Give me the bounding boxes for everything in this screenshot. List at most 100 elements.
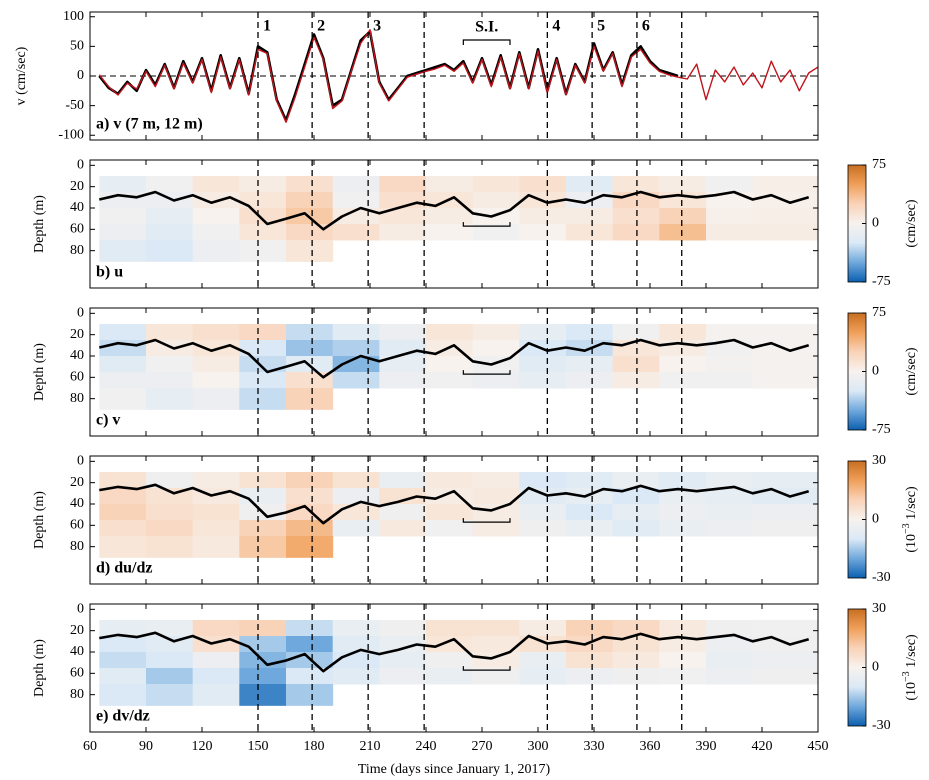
heatmap-cell [472,340,520,357]
heatmap-cell [146,340,194,357]
heatmap-cell [239,536,287,558]
colorbar-tick-label: 0 [872,364,879,379]
heatmap-cell [286,192,334,209]
heatmap-cell [612,636,660,653]
heatmap-cell [659,520,707,537]
colorbar-tick-label: 0 [872,660,879,675]
heatmap-cell [239,488,287,505]
heatmap-cell [192,176,240,193]
heatmap-cell [426,356,474,373]
x-tick-label: 180 [304,739,325,754]
heatmap-cell [239,208,287,225]
heatmap-cell [146,620,194,637]
y-tick-label: 50 [70,39,84,54]
axes-box [89,307,819,437]
series-line [98,29,818,123]
heatmap-cell [192,356,240,373]
heatmap-cell [519,176,567,193]
heatmap-cell [519,652,567,669]
y-tick-label: 0 [77,158,84,173]
colorbar-tick-label: -30 [872,718,891,733]
heatmap-cell [239,224,287,241]
heatmap-cell [192,652,240,669]
heatmap-cell [752,224,818,241]
heatmap-cell [472,224,520,241]
heatmap-cell [706,652,754,669]
heatmap-cell [426,488,474,505]
y-axis-title: Depth (m) [32,343,47,401]
y-tick-label: 80 [70,539,84,554]
heatmap-cell [379,668,427,685]
heatmap-cell [192,520,240,537]
heatmap-cell [472,488,520,505]
colorbar-tick-label: 30 [872,601,886,616]
heatmap-cell [146,388,194,410]
heatmap-cell [286,636,334,653]
x-tick-label: 210 [360,739,381,754]
heatmap-cell [566,176,614,193]
colorbar-label: (cm/sec) [904,199,919,248]
heatmap-cell [426,224,474,241]
heatmap-cell [146,324,194,341]
heatmap-cell [472,208,520,225]
si-label: S.I. [475,19,498,36]
heatmap-cell [332,620,380,637]
heatmap-cell [426,668,474,685]
y-tick-label: -100 [58,127,84,142]
heatmap-cell [426,472,474,489]
mixed-layer-line [99,338,810,379]
heatmap-cell [566,372,614,389]
x-tick-label: 450 [808,739,829,754]
heatmap-cell [659,176,707,193]
heatmap-cell [332,488,380,505]
heatmap-cell [286,240,334,262]
heatmap-cell [332,636,380,653]
heatmap-cell [566,520,614,537]
event-label: 4 [552,18,560,35]
heatmap-cell [752,208,818,225]
heatmap-cell [286,536,334,558]
heatmap-cell [566,652,614,669]
heatmap-cell [192,208,240,225]
heatmap-cell [146,684,194,706]
heatmap-cell [472,372,520,389]
heatmap-cell [426,636,474,653]
heatmap-cell [426,520,474,537]
event-label: 1 [263,18,271,35]
heatmap-cell [706,472,754,489]
heatmap-cell [239,340,287,357]
heatmap-cell [752,668,818,685]
colorbar-tick-label: -30 [872,570,891,585]
y-tick-label: 80 [70,243,84,258]
heatmap-cell [99,636,147,653]
x-axis-title: Time (days since January 1, 2017) [358,762,551,777]
heatmap-cell [706,668,754,685]
heatmap-cell [566,620,614,637]
heatmap-cell [472,324,520,341]
heatmap-cell [472,192,520,209]
heatmap-cell [239,176,287,193]
heatmap-cell [612,668,660,685]
x-tick-label: 390 [696,739,717,754]
colorbar-tick-label: 0 [872,512,879,527]
plot-area [99,472,818,558]
heatmap-cell [146,536,194,558]
heatmap-cell [706,520,754,537]
y-tick-label: 60 [70,370,84,385]
heatmap-cell [426,652,474,669]
heatmap-cell [519,372,567,389]
x-tick-label: 120 [192,739,213,754]
heatmap-cell [239,520,287,537]
heatmap-cell [659,652,707,669]
heatmap-cell [379,208,427,225]
heatmap-cell [332,176,380,193]
heatmap-cell [426,324,474,341]
heatmap-cell [332,668,380,685]
heatmap-cell [332,324,380,341]
colorbar-label-part: 1/sec) [904,486,919,523]
x-tick-label: 300 [528,739,549,754]
heatmap-cell [239,388,287,410]
heatmap-cell [239,356,287,373]
colorbar-tick-label: 75 [872,157,886,172]
